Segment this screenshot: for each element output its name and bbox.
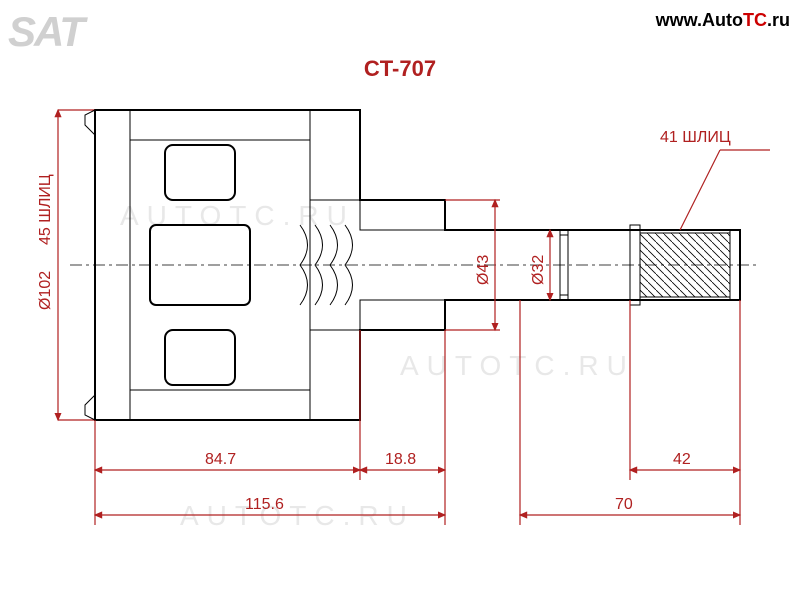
dim-len-a: 84.7 (205, 451, 236, 468)
dim-len-total-right: 70 (615, 496, 633, 513)
url-auto: Auto (702, 10, 743, 30)
dim-len-c: 42 (673, 451, 691, 468)
website-url: www.AutoTC.ru (656, 10, 790, 31)
dim-dia-left: Ø102 (37, 271, 54, 310)
dim-splines-left: 45 ШЛИЦ (37, 174, 54, 245)
dim-len-b: 18.8 (385, 451, 416, 468)
technical-drawing: Ø102 45 ШЛИЦ Ø43 Ø32 41 ШЛИЦ 84.7 18.8 4… (0, 50, 800, 570)
dim-dia-mid: Ø43 (475, 255, 492, 285)
part-number-label: CT-707 (364, 56, 436, 82)
url-ru: .ru (767, 10, 790, 30)
dim-len-total-left: 115.6 (245, 496, 284, 513)
url-tc: TC (743, 10, 767, 30)
dim-splines-right: 41 ШЛИЦ (660, 129, 731, 146)
url-prefix: www. (656, 10, 702, 30)
brand-logo: SAT (8, 8, 83, 56)
dim-dia-shaft: Ø32 (530, 255, 547, 285)
